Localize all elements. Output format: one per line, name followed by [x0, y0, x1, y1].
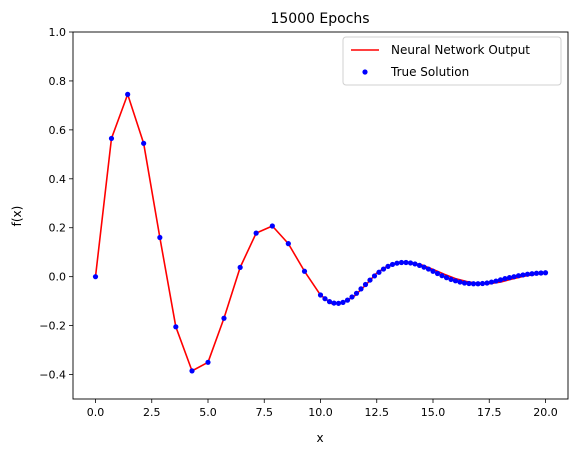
true-solution-point [448, 276, 454, 282]
x-tick-label: 10.0 [308, 406, 333, 419]
true-solution-point [470, 281, 477, 287]
y-tick-label: 0.0 [49, 271, 67, 284]
true-solution-point [389, 261, 396, 268]
true-solution-point [362, 281, 369, 288]
true-solution-point [301, 268, 308, 274]
true-solution-point [335, 300, 342, 306]
true-solution-point [317, 292, 324, 298]
true-solution-point [457, 279, 463, 285]
true-solution-point [430, 268, 436, 274]
true-solution-point [502, 276, 508, 282]
true-solution-point [141, 140, 147, 146]
true-solution-point [349, 294, 355, 300]
legend-label: Neural Network Output [391, 43, 530, 57]
x-axis-label: x [316, 431, 323, 445]
true-solution-point [412, 261, 418, 267]
true-solution-point [484, 280, 490, 286]
y-tick-label: −0.4 [39, 369, 66, 382]
true-solution-point [403, 259, 409, 266]
true-solution-point [340, 299, 346, 305]
y-tick-label: 0.2 [49, 222, 67, 235]
true-solution-point [421, 264, 427, 270]
true-solution-point [331, 300, 337, 306]
y-tick-label: 0.8 [49, 75, 67, 88]
x-tick-label: 5.0 [199, 406, 217, 419]
true-solution-point [542, 270, 549, 276]
true-solution-point [237, 264, 243, 270]
true-solution-point [443, 275, 450, 281]
true-solution-point [461, 280, 468, 286]
true-solution-point [511, 274, 517, 280]
true-solution-point [479, 280, 486, 287]
true-solution-point [497, 277, 504, 283]
true-solution-point [253, 230, 259, 236]
x-tick-label: 0.0 [87, 406, 105, 419]
true-solution-point [376, 269, 382, 275]
true-solution-point [416, 262, 423, 269]
true-solution-point [108, 135, 115, 142]
plot-frame [72, 31, 569, 400]
x-tick-label: 12.5 [365, 406, 390, 419]
ticks-layer: 0.0 2.5 5.0 7.5 10.0 12.5 15.0 17.5 20.0 −0.4 −0.2… [39, 26, 557, 419]
y-axis-label: f(x) [10, 206, 24, 227]
true-solution-point [353, 290, 360, 296]
true-solution-point [371, 273, 378, 279]
x-tick-label: 7.5 [256, 406, 274, 419]
true-solution-point [493, 278, 499, 284]
true-solution-point [285, 241, 291, 247]
x-tick-label: 20.0 [533, 406, 558, 419]
true-solution-point [157, 234, 163, 241]
x-tick-label: 15.0 [421, 406, 446, 419]
series-layer [92, 91, 549, 374]
true-solution-point [358, 286, 364, 292]
true-solution-point [189, 368, 195, 374]
true-solution-point [488, 279, 495, 285]
legend-marker-swatch [362, 69, 368, 75]
true-solution-point [475, 281, 481, 287]
true-solution-point [92, 274, 99, 280]
true-solution-point [125, 91, 131, 97]
x-tick-label: 2.5 [143, 406, 161, 419]
y-tick-label: 0.4 [49, 173, 67, 186]
true-solution-point [344, 297, 351, 303]
true-solution-point [466, 280, 472, 287]
true-solution-point [380, 266, 387, 272]
true-solution-point [533, 270, 540, 276]
true-solution-point [367, 277, 373, 283]
x-tick-label: 17.5 [477, 406, 502, 419]
legend-label: True Solution [390, 65, 469, 79]
true-solution-point [538, 270, 544, 276]
true-solution-point [520, 272, 526, 278]
true-solution-point [385, 263, 391, 269]
true-solution-point [452, 278, 459, 284]
true-solution-point [425, 266, 432, 272]
true-solution-point [439, 273, 445, 279]
y-tick-label: 0.6 [49, 124, 67, 137]
true-solution-point [407, 260, 414, 266]
true-solution-point [322, 296, 328, 302]
legend-box [342, 36, 562, 86]
true-solution-point [398, 259, 405, 266]
chart-title: 15000 Epochs [270, 11, 369, 27]
true-solution-point [269, 223, 275, 229]
y-tick-label: 1.0 [49, 26, 67, 39]
true-solution-point [506, 275, 513, 281]
true-solution-point [515, 273, 522, 279]
true-solution-point [529, 271, 535, 277]
true-solution-point [394, 260, 400, 266]
legend: Neural Network Output True Solution [342, 36, 562, 86]
true-solution-point [524, 271, 531, 277]
true-solution-point [173, 324, 179, 330]
true-solution-point [326, 299, 333, 305]
true-solution-point [205, 359, 211, 365]
true-solution-point [434, 270, 441, 277]
true-solution-point [221, 315, 227, 321]
y-tick-label: −0.2 [39, 320, 66, 333]
